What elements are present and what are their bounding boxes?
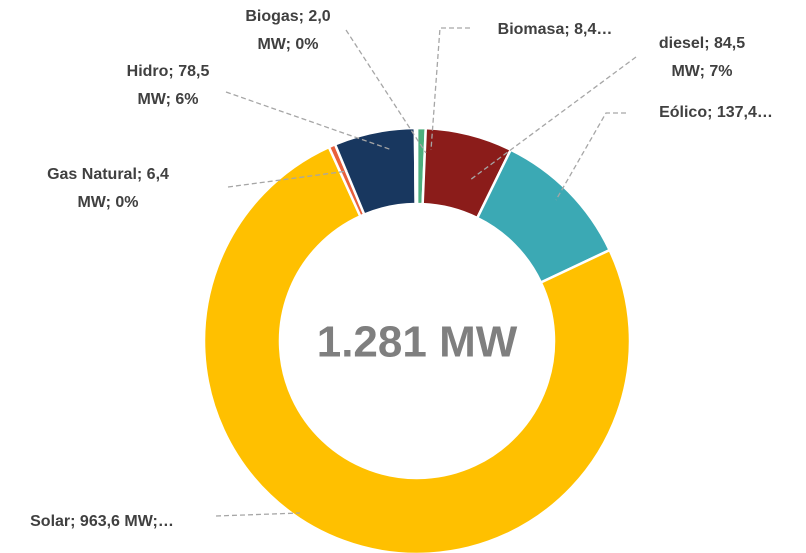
center-label: 1.281 MW	[317, 318, 518, 367]
leader-line	[215, 512, 301, 517]
data-label: MW; 0%	[77, 194, 138, 211]
leader-line	[555, 112, 626, 201]
leader-line	[345, 29, 427, 154]
leader-line	[430, 27, 470, 151]
data-label: Biomasa; 8,4…	[498, 21, 613, 38]
data-label: Solar; 963,6 MW;…	[30, 513, 174, 530]
data-label: MW; 0%	[257, 36, 318, 53]
data-label: Hidro; 78,5	[127, 63, 210, 80]
data-label: Eólico; 137,4…	[659, 104, 773, 121]
leader-line	[227, 170, 349, 188]
data-label: MW; 7%	[671, 63, 732, 80]
leader-line	[469, 56, 637, 181]
data-label: MW; 6%	[137, 91, 198, 108]
data-label: Gas Natural; 6,4	[47, 166, 169, 183]
donut-slice	[202, 145, 632, 553]
data-label: Biogas; 2,0	[245, 8, 330, 25]
leader-line	[225, 91, 393, 151]
data-label: diesel; 84,5	[659, 35, 745, 52]
donut-slice	[413, 126, 419, 206]
